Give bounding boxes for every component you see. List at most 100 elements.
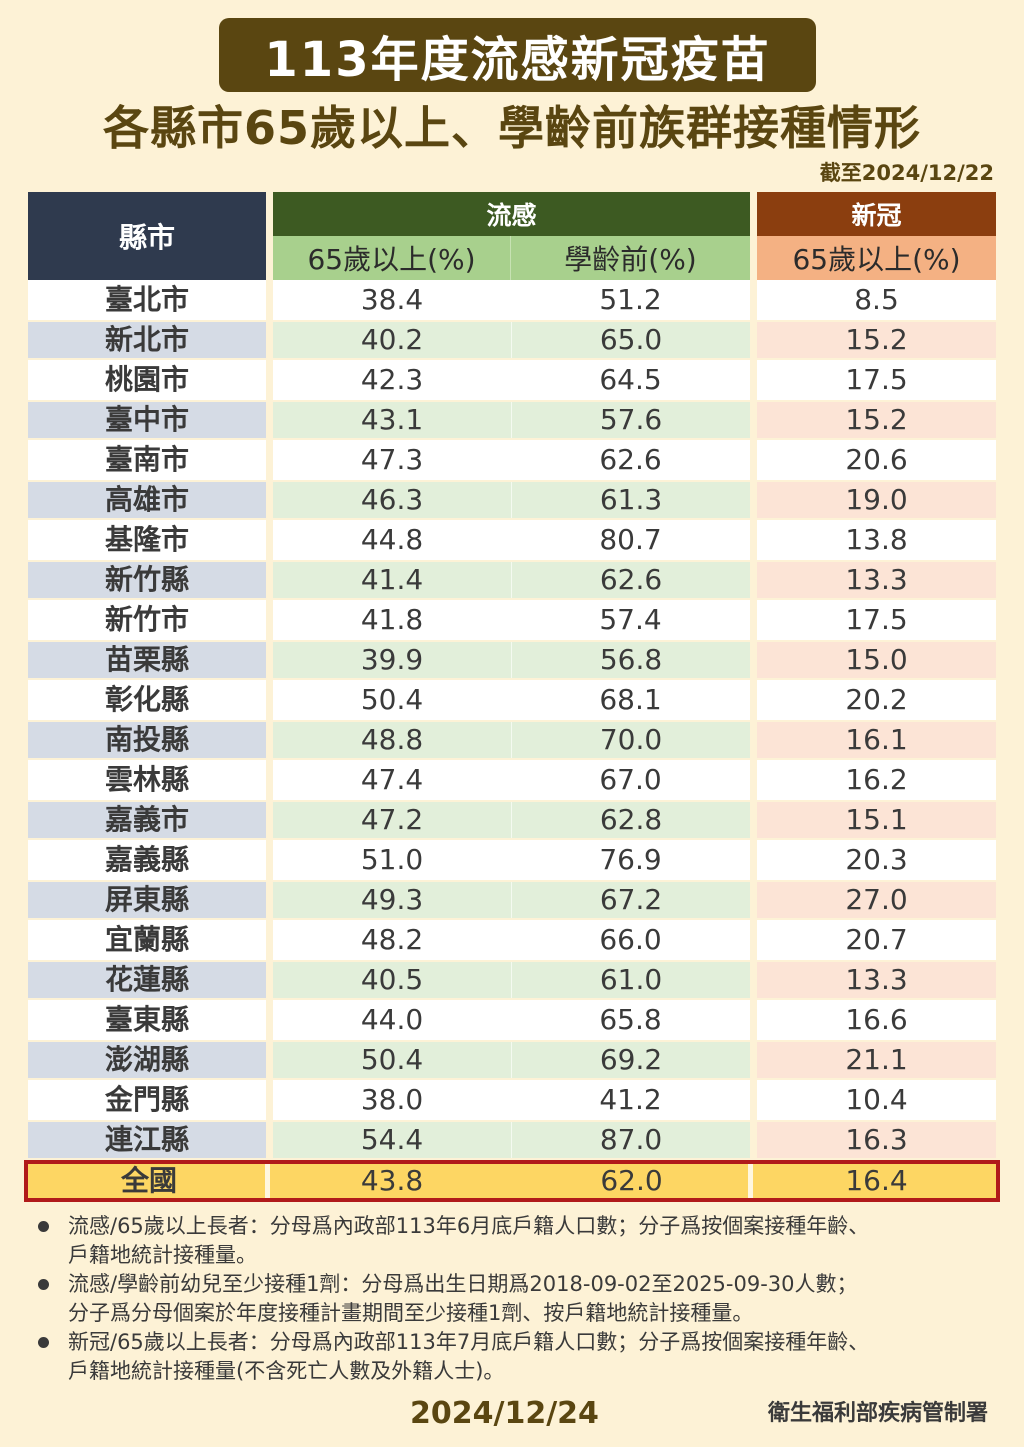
footnote-line: 流感/65歲以上長者：分母爲內政部113年6月底戶籍人口數；分子爲按個案接種年齡… (68, 1214, 870, 1238)
covid-65-cell: 16.2 (757, 760, 996, 800)
covid-65-cell: 20.6 (757, 440, 996, 480)
flu-preschool-cell: 56.8 (511, 642, 750, 678)
county-cell: 臺南市 (28, 440, 266, 480)
total-flu-preschool: 62.0 (600, 1164, 663, 1197)
county-cell: 臺北市 (28, 280, 266, 320)
county-cell: 南投縣 (28, 722, 266, 758)
national-total-row: 全國 43.8 62.0 16.4 (24, 1160, 1000, 1202)
flu-preschool-cell: 76.9 (511, 840, 750, 880)
covid-group-header: 新冠 (757, 192, 996, 236)
county-cell: 屏東縣 (28, 882, 266, 918)
county-cell: 澎湖縣 (28, 1042, 266, 1078)
footnote-item: 新冠/65歲以上長者：分母爲內政部113年7月底戶籍人口數；分子爲按個案接種年齡… (34, 1328, 1004, 1386)
table-row: 臺中市 43.1 57.6 15.2 (28, 400, 996, 440)
flu-65-cell: 38.0 (273, 1080, 511, 1120)
table-row: 彰化縣 50.4 68.1 20.2 (28, 680, 996, 720)
covid-65-cell: 8.5 (757, 280, 996, 320)
page-subtitle: 各縣市65歲以上、學齡前族群接種情形 (102, 101, 921, 155)
table-row: 臺東縣 44.0 65.8 16.6 (28, 1000, 996, 1040)
bullet-icon (38, 1337, 49, 1348)
flu-preschool-cell: 51.2 (511, 280, 750, 320)
flu-65-cell: 48.2 (273, 920, 511, 960)
flu-65-cell: 50.4 (273, 1042, 511, 1078)
covid-65-cell: 16.3 (757, 1122, 996, 1158)
publisher-org: 衛生福利部疾病管制署 (767, 1401, 988, 1426)
covid-65-cell: 13.3 (757, 962, 996, 998)
table-row: 嘉義縣 51.0 76.9 20.3 (28, 840, 996, 880)
footnote-item: 流感/65歲以上長者：分母爲內政部113年6月底戶籍人口數；分子爲按個案接種年齡… (34, 1212, 1004, 1270)
flu-group-header: 流感 (273, 192, 750, 236)
flu-preschool-cell: 62.8 (511, 802, 750, 838)
flu-65-cell: 54.4 (273, 1122, 511, 1158)
column-divider (265, 1164, 270, 1198)
table-row: 南投縣 48.8 70.0 16.1 (28, 720, 996, 760)
flu-preschool-cell: 70.0 (511, 722, 750, 758)
table-row: 新竹縣 41.4 62.6 13.3 (28, 560, 996, 600)
table-row: 連江縣 54.4 87.0 16.3 (28, 1120, 996, 1160)
flu-65-cell: 42.3 (273, 360, 511, 400)
table-row: 金門縣 38.0 41.2 10.4 (28, 1080, 996, 1120)
flu-preschool-cell: 62.6 (511, 440, 750, 480)
bullet-icon (38, 1221, 49, 1232)
covid-65-cell: 27.0 (757, 882, 996, 918)
covid-65-column-header: 65歲以上(%) (757, 236, 996, 280)
table-row: 臺北市 38.4 51.2 8.5 (28, 280, 996, 320)
table-row: 嘉義市 47.2 62.8 15.1 (28, 800, 996, 840)
flu-65-cell: 44.8 (273, 520, 511, 560)
table-row: 新竹市 41.8 57.4 17.5 (28, 600, 996, 640)
county-cell: 桃園市 (28, 360, 266, 400)
county-cell: 連江縣 (28, 1122, 266, 1158)
covid-65-cell: 20.3 (757, 840, 996, 880)
flu-65-cell: 47.4 (273, 760, 511, 800)
flu-preschool-cell: 64.5 (511, 360, 750, 400)
flu-preschool-cell: 62.6 (511, 562, 750, 598)
covid-65-cell: 17.5 (757, 600, 996, 640)
flu-65-cell: 48.8 (273, 722, 511, 758)
county-cell: 雲林縣 (28, 760, 266, 800)
flu-preschool-cell: 66.0 (511, 920, 750, 960)
footnote-line: 流感/學齡前幼兒至少接種1劑：分母爲出生日期爲2018-09-02至2025-0… (68, 1272, 858, 1296)
covid-65-cell: 13.3 (757, 562, 996, 598)
flu-preschool-cell: 61.3 (511, 482, 750, 518)
covid-65-cell: 10.4 (757, 1080, 996, 1120)
flu-65-cell: 46.3 (273, 482, 511, 518)
county-cell: 宜蘭縣 (28, 920, 266, 960)
flu-preschool-cell: 65.8 (511, 1000, 750, 1040)
county-cell: 花蓮縣 (28, 962, 266, 998)
footnotes: 流感/65歲以上長者：分母爲內政部113年6月底戶籍人口數；分子爲按個案接種年齡… (34, 1212, 1004, 1386)
covid-65-cell: 16.6 (757, 1000, 996, 1040)
flu-preschool-cell: 61.0 (511, 962, 750, 998)
footnote-line: 戶籍地統計接種量(不含死亡人數及外籍人士)。 (68, 1359, 505, 1383)
flu-preschool-cell: 57.4 (511, 600, 750, 640)
covid-65-cell: 15.2 (757, 402, 996, 438)
flu-preschool-cell: 65.0 (511, 322, 750, 358)
footnote-item: 流感/學齡前幼兒至少接種1劑：分母爲出生日期爲2018-09-02至2025-0… (34, 1270, 1004, 1328)
flu-65-cell: 41.4 (273, 562, 511, 598)
as-of-date: 截至2024/12/22 (819, 161, 994, 185)
covid-65-cell: 15.0 (757, 642, 996, 678)
flu-65-cell: 38.4 (273, 280, 511, 320)
column-divider (748, 1164, 753, 1198)
table-row: 基隆市 44.8 80.7 13.8 (28, 520, 996, 560)
footnote-line: 戶籍地統計接種量。 (68, 1243, 257, 1267)
footnote-line: 新冠/65歲以上長者：分母爲內政部113年7月底戶籍人口數；分子爲按個案接種年齡… (68, 1330, 870, 1354)
covid-65-cell: 20.2 (757, 680, 996, 720)
flu-65-cell: 43.1 (273, 402, 511, 438)
county-cell: 臺中市 (28, 402, 266, 438)
county-cell: 基隆市 (28, 520, 266, 560)
total-flu-65: 43.8 (360, 1164, 424, 1197)
flu-preschool-cell: 67.0 (511, 760, 750, 800)
flu-preschool-cell: 67.2 (511, 882, 750, 918)
county-cell: 新竹市 (28, 600, 266, 640)
county-cell: 嘉義市 (28, 802, 266, 838)
flu-65-cell: 49.3 (273, 882, 511, 918)
flu-65-cell: 47.2 (273, 802, 511, 838)
total-covid-65: 16.4 (845, 1164, 908, 1197)
flu-preschool-cell: 68.1 (511, 680, 750, 720)
table-row: 新北市 40.2 65.0 15.2 (28, 320, 996, 360)
flu-65-cell: 44.0 (273, 1000, 511, 1040)
total-label: 全國 (120, 1164, 177, 1197)
flu-65-cell: 39.9 (273, 642, 511, 678)
flu-65-cell: 41.8 (273, 600, 511, 640)
county-cell: 彰化縣 (28, 680, 266, 720)
